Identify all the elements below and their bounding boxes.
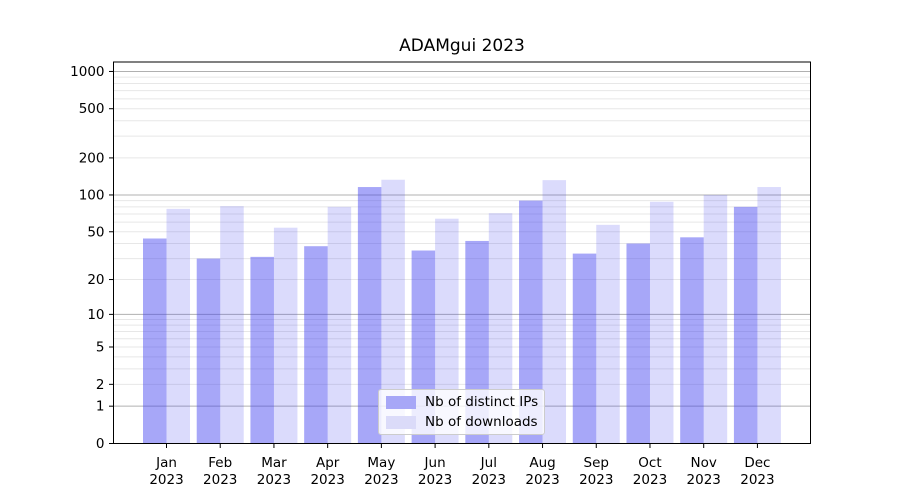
bar-downloads-oct [649, 201, 674, 444]
legend-row-distinct-ips: Nb of distinct IPs [386, 394, 544, 410]
x-tick-label-month-jan: Jan [155, 455, 177, 471]
y-tick-label-10: 10 [87, 307, 104, 323]
y-tick-label-1000: 1000 [70, 64, 104, 80]
y-tick-label-0: 0 [96, 436, 105, 452]
x-tick-label-month-oct: Oct [638, 455, 661, 471]
y-tick-label-20: 20 [87, 272, 104, 288]
bar-downloads-nov [703, 194, 728, 444]
legend: Nb of distinct IPs Nb of downloads [378, 389, 545, 435]
x-tick-label-year-may: 2023 [364, 472, 398, 488]
x-tick-label-month-jun: Jun [424, 455, 446, 471]
y-tick-label-1: 1 [96, 399, 105, 415]
x-tick-label-month-apr: Apr [316, 455, 340, 471]
x-tick-label-year-mar: 2023 [257, 472, 291, 488]
x-tick-label-month-aug: Aug [529, 455, 555, 471]
x-tick-label-month-nov: Nov [691, 455, 717, 471]
x-tick-label-month-may: May [367, 455, 395, 471]
x-tick-label-year-dec: 2023 [740, 472, 774, 488]
x-tick-label-month-dec: Dec [744, 455, 770, 471]
x-tick-label-year-jun: 2023 [418, 472, 452, 488]
bar-distinct-ips-sep [572, 253, 597, 444]
bar-downloads-jan [166, 208, 190, 444]
y-tick-label-500: 500 [79, 101, 105, 117]
x-tick-label-year-jul: 2023 [472, 472, 506, 488]
x-tick-label-month-jul: Jul [480, 455, 497, 471]
x-tick-label-year-feb: 2023 [203, 472, 237, 488]
plot-border [113, 61, 811, 444]
bar-distinct-ips-aug [519, 200, 543, 444]
x-tick-label-year-jan: 2023 [149, 472, 183, 488]
bar-distinct-ips-feb [196, 258, 221, 444]
y-tick-label-2: 2 [96, 377, 105, 393]
bar-distinct-ips-jan [143, 238, 167, 444]
legend-swatch-distinct-ips [386, 395, 416, 409]
y-tick-label-100: 100 [79, 187, 105, 203]
x-tick-label-month-feb: Feb [208, 455, 232, 471]
x-tick-label-month-mar: Mar [261, 455, 287, 471]
bar-downloads-jun [435, 218, 459, 444]
bar-distinct-ips-apr [304, 246, 328, 444]
bar-distinct-ips-oct [626, 243, 650, 444]
x-tick-label-year-oct: 2023 [633, 472, 667, 488]
legend-label-distinct-ips: Nb of distinct IPs [425, 394, 539, 410]
bar-distinct-ips-dec [733, 206, 758, 444]
x-tick-label-year-apr: 2023 [310, 472, 344, 488]
bar-distinct-ips-nov [680, 237, 704, 444]
chart-title: ADAMgui 2023 [399, 36, 525, 56]
x-tick-label-month-sep: Sep [584, 455, 609, 471]
x-tick-label-year-aug: 2023 [525, 472, 559, 488]
legend-row-downloads: Nb of downloads [386, 414, 544, 430]
bar-downloads-mar [273, 227, 298, 444]
bar-downloads-dec [757, 187, 781, 444]
x-tick-label-year-nov: 2023 [687, 472, 721, 488]
bar-downloads-apr [327, 206, 352, 444]
legend-swatch-downloads [386, 415, 416, 429]
bar-downloads-feb [220, 206, 244, 444]
y-tick-label-50: 50 [87, 224, 104, 240]
legend-label-downloads: Nb of downloads [425, 414, 538, 430]
bar-downloads-jul [488, 213, 513, 444]
y-tick-label-200: 200 [79, 150, 105, 166]
x-tick-label-year-sep: 2023 [579, 472, 613, 488]
bar-distinct-ips-may [357, 187, 382, 444]
y-tick-label-5: 5 [96, 340, 105, 356]
bar-downloads-sep [596, 224, 620, 444]
bar-downloads-may [381, 179, 405, 444]
bar-downloads-aug [542, 180, 567, 444]
bar-distinct-ips-mar [250, 256, 274, 444]
